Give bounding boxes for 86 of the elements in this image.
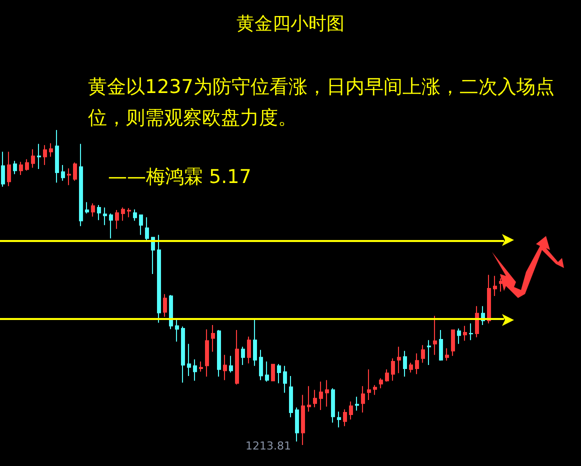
candlestick: [157, 234, 161, 324]
candlestick: [145, 216, 149, 242]
candlestick: [409, 362, 413, 374]
text: 黄金以1237为防守位看涨，日内早间上涨，二次入场点位，则需观察欧盘力度。: [88, 75, 556, 131]
candlestick: [349, 401, 353, 420]
chart-title: 黄金四小时图: [236, 14, 344, 34]
candlestick: [253, 319, 257, 366]
candlestick: [1, 151, 5, 188]
candlestick: [331, 388, 335, 424]
candlestick: [13, 160, 17, 175]
candlestick: [205, 328, 209, 378]
candlestick: [49, 142, 53, 158]
candlestick: [475, 306, 479, 338]
candlestick: [457, 328, 461, 344]
annotation: 1213.81: [246, 440, 291, 452]
candlestick: [97, 204, 101, 221]
candlestick: [211, 324, 215, 352]
candlestick: [439, 330, 443, 362]
candlestick: [265, 361, 269, 382]
candlestick: [295, 407, 299, 442]
candlestick: [139, 214, 143, 236]
candlestick: [403, 350, 407, 378]
candlestick: [289, 376, 293, 418]
candlestick: [259, 349, 263, 381]
candlestick: [169, 294, 173, 330]
candlestick: [109, 212, 113, 239]
candlestick: [79, 143, 83, 227]
candlestick: [73, 162, 77, 182]
candlestick: [241, 346, 245, 366]
candlestick: [277, 364, 281, 384]
candlestick: [361, 386, 365, 414]
candlestick: [445, 348, 449, 362]
candlestick: [373, 384, 377, 396]
candlestick: [7, 151, 11, 187]
candlestick: [67, 168, 71, 186]
candlestick: [307, 386, 311, 412]
candlestick: [469, 322, 473, 341]
candlestick: [385, 368, 389, 382]
candlestick: [391, 358, 395, 382]
candlestick: [193, 358, 197, 382]
candlestick: [319, 381, 323, 411]
candlestick: [301, 394, 305, 446]
candlestick: [223, 354, 227, 381]
candlestick: [229, 355, 233, 374]
candlestick: [187, 343, 191, 377]
candlestick: [247, 336, 251, 364]
candlestick: [283, 365, 287, 394]
candlestick: [421, 344, 425, 364]
candlestick: [199, 361, 203, 372]
candlestick: [397, 346, 401, 374]
candlestick: [367, 368, 371, 400]
candlestick: [55, 130, 59, 184]
candlestick: [325, 380, 329, 408]
candlestick: [235, 330, 239, 386]
candlestick: [91, 202, 95, 218]
candlestick: [121, 206, 125, 222]
candlestick: [337, 411, 341, 428]
candlestick: [313, 389, 317, 408]
candlestick: [163, 294, 167, 318]
candlestick: [37, 143, 41, 170]
candlestick: [343, 408, 347, 427]
candlestick: [19, 161, 23, 176]
candlestick: [103, 206, 107, 226]
candlestick: [271, 364, 275, 382]
candlestick: [487, 274, 491, 324]
candlestick: [217, 330, 221, 378]
candlestick: [31, 148, 35, 168]
candlestick: [379, 378, 383, 389]
candlestick: [61, 164, 65, 182]
candlestick: [151, 236, 155, 274]
candlestick: [451, 330, 455, 356]
candlestick: [175, 318, 179, 342]
candlestick: [415, 352, 419, 375]
candlestick: [433, 315, 437, 356]
candlestick: [427, 340, 431, 366]
candlestick: [127, 208, 131, 218]
candlestick: [181, 326, 185, 384]
candlestick: [85, 202, 89, 214]
candlestick: [133, 208, 137, 222]
candlestick: [493, 275, 497, 297]
candlestick: [25, 158, 29, 172]
candlestick: [43, 144, 47, 166]
annotation: ——梅鸿霖 5.17: [108, 165, 252, 190]
candlestick: [355, 396, 359, 412]
candlestick: [463, 325, 467, 342]
candlestick: [115, 210, 119, 230]
